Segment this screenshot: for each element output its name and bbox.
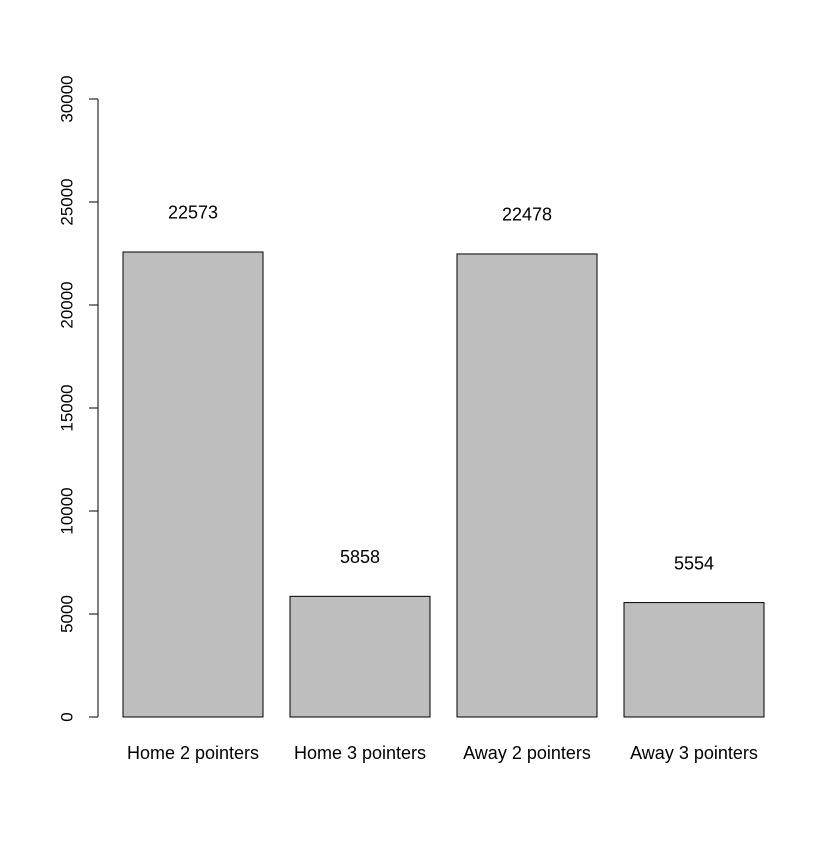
data-label: 22573 <box>168 203 218 223</box>
y-tick-label: 20000 <box>57 281 76 328</box>
data-labels-group: 22573 5858 22478 5554 <box>168 203 714 574</box>
bar <box>122 251 264 718</box>
category-label: Away 3 pointers <box>630 743 758 763</box>
data-label: 5858 <box>340 547 380 567</box>
bars-group <box>122 251 765 718</box>
bar <box>456 253 598 718</box>
bar <box>623 602 765 718</box>
y-tick-label: 30000 <box>57 75 76 122</box>
data-label: 22478 <box>502 205 552 225</box>
y-tick-label: 0 <box>57 712 76 721</box>
y-tick-label: 5000 <box>57 595 76 633</box>
y-tick-label: 25000 <box>57 178 76 225</box>
category-label: Home 2 pointers <box>127 743 259 763</box>
y-axis: 0 5000 10000 15000 20000 25000 30000 <box>57 75 99 722</box>
category-label: Away 2 pointers <box>463 743 591 763</box>
category-label: Home 3 pointers <box>294 743 426 763</box>
y-tick-label: 10000 <box>57 487 76 534</box>
y-tick-label: 15000 <box>57 384 76 431</box>
data-label: 5554 <box>674 553 714 573</box>
bar <box>289 595 431 718</box>
category-labels-group: Home 2 pointers Home 3 pointers Away 2 poi… <box>127 743 758 763</box>
